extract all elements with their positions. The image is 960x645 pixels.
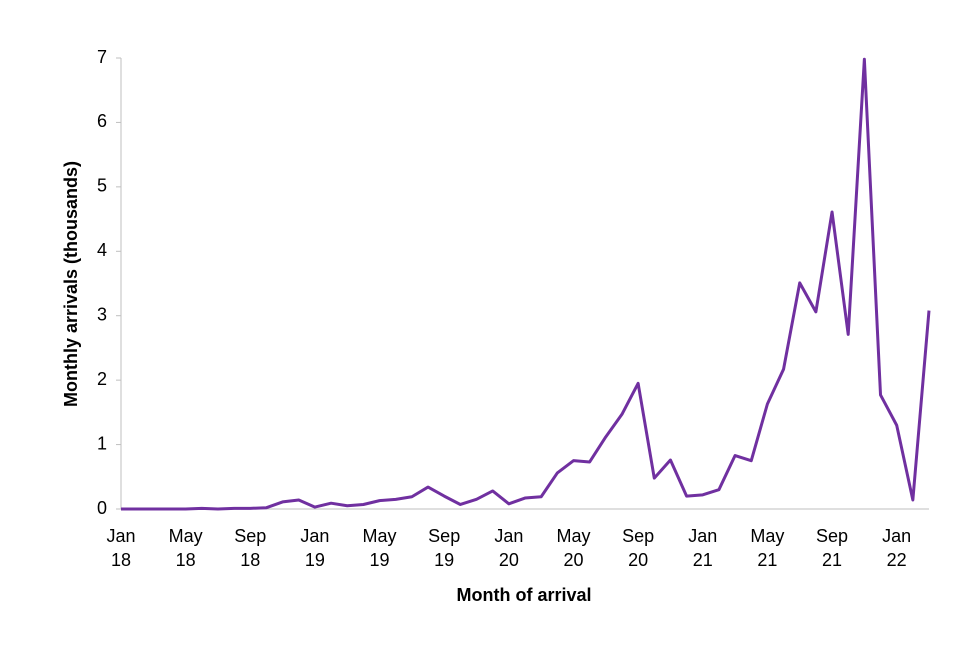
x-tick-label: May 18 <box>169 526 203 570</box>
y-axis-label: Monthly arrivals (thousands) <box>61 161 81 407</box>
x-tick-label: May 21 <box>750 526 784 570</box>
x-tick-label: Jan 21 <box>688 526 717 570</box>
x-tick-label: Sep 21 <box>816 526 848 570</box>
x-tick-label: Jan 20 <box>494 526 523 570</box>
data-line <box>121 57 931 511</box>
y-tick-label: 5 <box>97 176 107 196</box>
y-tick-label: 0 <box>97 498 107 518</box>
y-tick-label: 6 <box>97 111 107 131</box>
x-tick-label: Sep 19 <box>428 526 460 570</box>
y-tick-label: 1 <box>97 433 107 453</box>
y-tick-label: 3 <box>97 304 107 324</box>
x-axis-label: Month of arrival <box>456 585 591 605</box>
x-tick-label: Jan 19 <box>300 526 329 570</box>
x-tick-label: May 19 <box>363 526 397 570</box>
y-tick-label: 2 <box>97 369 107 389</box>
x-tick-label: Sep 18 <box>234 526 266 570</box>
y-tick-label: 4 <box>97 240 107 260</box>
y-tick-label: 7 <box>97 47 107 67</box>
x-tick-label: Sep 20 <box>622 526 654 570</box>
x-tick-label: Jan 18 <box>106 526 135 570</box>
x-tick-label: Jan 22 <box>882 526 911 570</box>
x-tick-label: May 20 <box>556 526 590 570</box>
